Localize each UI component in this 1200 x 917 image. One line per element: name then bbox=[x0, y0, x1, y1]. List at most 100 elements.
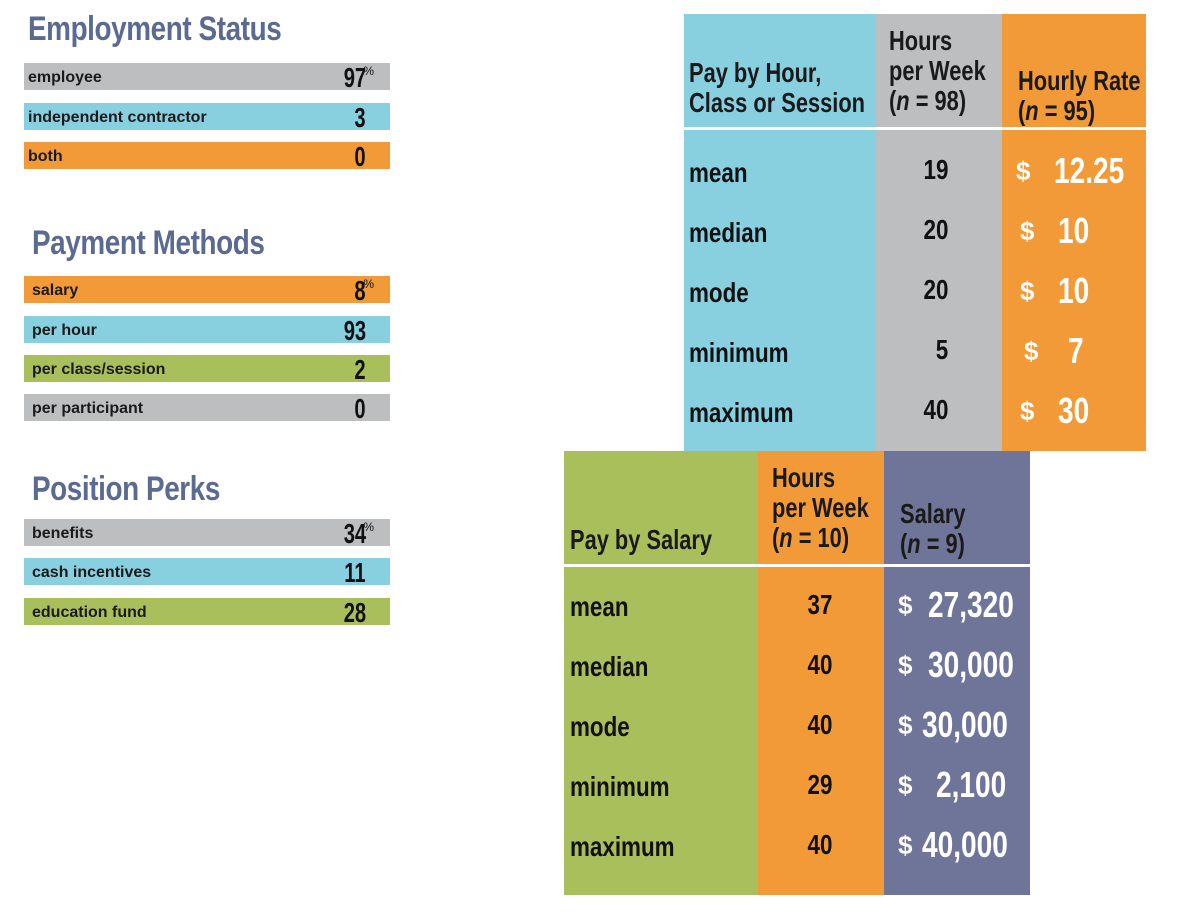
dollar-sign: $ bbox=[898, 830, 913, 860]
payment-bar-salary: salary 8 % bbox=[24, 275, 390, 306]
bar-label: per hour bbox=[32, 322, 97, 339]
bar-value: 3 bbox=[354, 102, 366, 133]
hours-cell: 20 bbox=[923, 274, 949, 305]
bar-label: benefits bbox=[32, 525, 94, 542]
salary-amount-column bbox=[884, 451, 1030, 895]
header-divider bbox=[684, 127, 1146, 130]
perk-bar-education-fund: education fund 28 bbox=[24, 597, 390, 628]
header-line: Pay by Salary bbox=[570, 524, 713, 555]
hourly-pay-table: Pay by Hour, Class or Session Hours per … bbox=[684, 14, 1146, 451]
bar-value: 93 bbox=[343, 315, 366, 346]
n-value: 98 bbox=[934, 85, 959, 116]
bar-value: 34 bbox=[343, 518, 366, 549]
position-perks-section: Position Perks benefits 34 % cash incent… bbox=[24, 468, 392, 638]
hours-cell: 40 bbox=[923, 394, 949, 425]
header-line: Hours bbox=[772, 462, 836, 493]
perk-bar-benefits: benefits 34 % bbox=[24, 518, 390, 549]
header-line: Hourly Rate bbox=[1018, 65, 1141, 96]
bar-label: salary bbox=[32, 282, 79, 299]
hours-cell: 19 bbox=[923, 154, 949, 185]
header-divider bbox=[564, 564, 1030, 567]
payment-bar-per-class-session: per class/session 2 bbox=[24, 354, 390, 385]
employment-bar-both: both 0 bbox=[24, 141, 390, 172]
hourly-rate-column bbox=[1002, 14, 1146, 451]
dollar-sign: $ bbox=[1020, 276, 1035, 306]
hours-cell: 40 bbox=[807, 649, 833, 680]
row-label-maximum: maximum bbox=[570, 831, 675, 862]
hours-cell: 29 bbox=[807, 769, 833, 800]
bar-value: 11 bbox=[344, 557, 366, 588]
bar-value: 8 bbox=[354, 275, 366, 306]
bar-label: independent contractor bbox=[28, 109, 207, 126]
bar-label: per participant bbox=[32, 400, 144, 417]
row-label-mode: mode bbox=[570, 711, 630, 742]
header-line: per Week bbox=[889, 55, 986, 86]
employment-bar-employee: employee 97 % bbox=[24, 62, 390, 93]
salary-hours-column bbox=[758, 451, 884, 895]
salary-table-title: Pay by Salary bbox=[570, 525, 712, 555]
header-line: Salary bbox=[900, 498, 966, 529]
salary-value: 30,000 bbox=[922, 704, 1008, 745]
dollar-sign: $ bbox=[898, 710, 913, 740]
bar-label: employee bbox=[28, 69, 102, 86]
bar-label: cash incentives bbox=[32, 564, 152, 581]
employment-status-section: Employment Status employee 97 % independ… bbox=[24, 10, 392, 180]
header-n-line: (n = 95) bbox=[1018, 95, 1096, 126]
row-label-mean: mean bbox=[570, 591, 629, 622]
row-label-mean: mean bbox=[689, 157, 748, 188]
row-label-mode: mode bbox=[689, 277, 749, 308]
hourly-table-title: Pay by Hour, Class or Session bbox=[689, 58, 865, 118]
payment-methods-title: Payment Methods bbox=[32, 224, 265, 262]
rate-value: 10 bbox=[1058, 210, 1090, 251]
hourly-label-column bbox=[684, 14, 876, 451]
salary-label-column bbox=[564, 451, 758, 895]
dollar-sign: $ bbox=[898, 590, 913, 620]
payment-methods-section: Payment Methods salary 8 % per hour 93 p… bbox=[24, 222, 392, 432]
n-value: 10 bbox=[817, 522, 842, 553]
salary-hours-header: Hours per Week (n = 10) bbox=[772, 463, 869, 553]
salary-value: 2,100 bbox=[936, 764, 1007, 805]
percent-sign: % bbox=[363, 277, 374, 291]
hours-cell: 5 bbox=[935, 334, 949, 365]
rate-value: 7 bbox=[1068, 330, 1084, 371]
employment-bar-independent-contractor: independent contractor 3 bbox=[24, 102, 390, 133]
dollar-sign: $ bbox=[898, 770, 913, 800]
bar-value: 28 bbox=[343, 597, 366, 628]
row-label-minimum: minimum bbox=[570, 771, 670, 802]
employment-status-title: Employment Status bbox=[28, 10, 282, 48]
percent-sign: % bbox=[363, 520, 374, 534]
hourly-rate-header: Hourly Rate (n = 95) bbox=[1018, 66, 1141, 126]
rate-value: 10 bbox=[1058, 270, 1090, 311]
header-line: Pay by Hour, bbox=[689, 57, 822, 88]
dollar-sign: $ bbox=[1020, 396, 1035, 426]
hourly-hours-header: Hours per Week (n = 98) bbox=[889, 26, 986, 116]
bar-value: 97 bbox=[343, 62, 366, 93]
hourly-hours-column bbox=[876, 14, 1002, 451]
n-value: 95 bbox=[1063, 95, 1088, 126]
salary-amount-header: Salary (n = 9) bbox=[900, 499, 966, 559]
bar-label: per class/session bbox=[32, 361, 166, 378]
salary-pay-table: Pay by Salary Hours per Week (n = 10) Sa… bbox=[564, 451, 1030, 895]
percent-sign: % bbox=[363, 64, 374, 78]
dollar-sign: $ bbox=[1020, 216, 1035, 246]
header-n-line: (n = 9) bbox=[900, 528, 965, 559]
dollar-sign: $ bbox=[1016, 156, 1031, 186]
header-n-line: (n = 10) bbox=[772, 522, 850, 553]
n-value: 9 bbox=[945, 528, 958, 559]
salary-value: 27,320 bbox=[928, 584, 1014, 625]
perk-bar-cash-incentives: cash incentives 11 bbox=[24, 557, 390, 588]
payment-bar-per-participant: per participant 0 bbox=[24, 393, 390, 424]
salary-value: 30,000 bbox=[928, 644, 1014, 685]
rate-value: 12.25 bbox=[1054, 150, 1125, 191]
row-label-maximum: maximum bbox=[689, 397, 794, 428]
dollar-sign: $ bbox=[898, 650, 913, 680]
bar-label: education fund bbox=[32, 604, 147, 621]
header-line: Hours bbox=[889, 25, 953, 56]
payment-bar-per-hour: per hour 93 bbox=[24, 315, 390, 346]
bar-label: both bbox=[28, 148, 63, 165]
row-label-minimum: minimum bbox=[689, 337, 789, 368]
header-n-line: (n = 98) bbox=[889, 85, 967, 116]
hours-cell: 37 bbox=[807, 589, 833, 620]
bar-value: 0 bbox=[354, 141, 366, 172]
bar-value: 2 bbox=[354, 354, 366, 385]
